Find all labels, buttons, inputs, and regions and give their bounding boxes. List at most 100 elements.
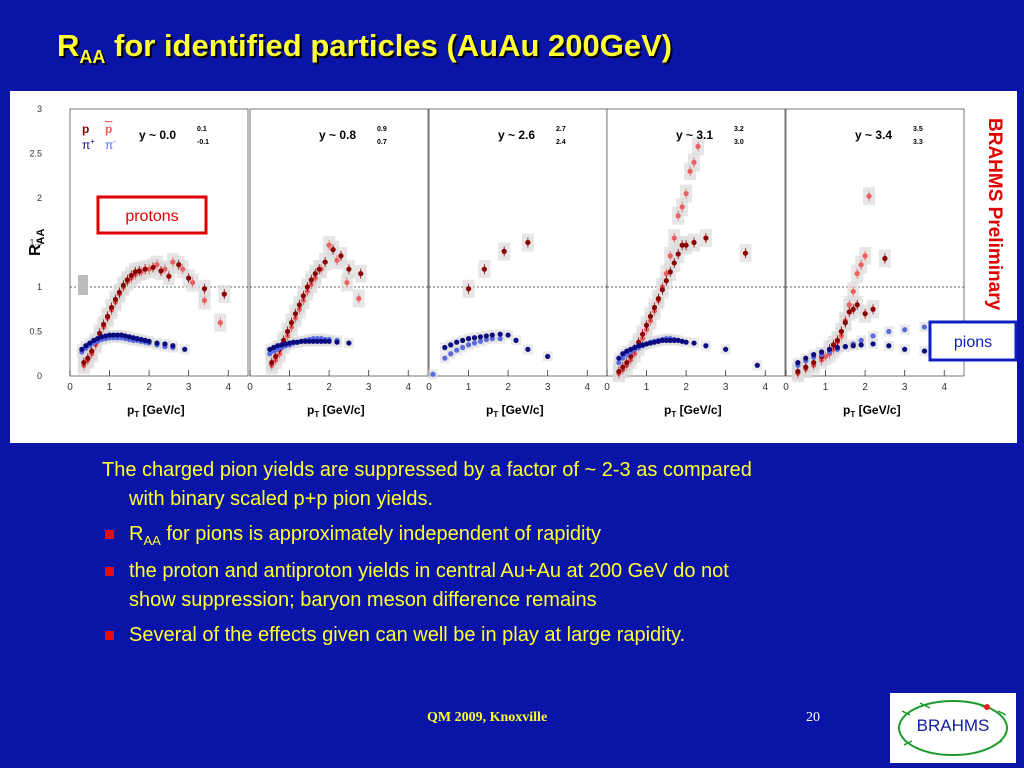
data-point-pip xyxy=(497,331,503,337)
slide-title: RAA for identified particles (AuAu 200Ge… xyxy=(57,28,673,67)
x-tick-label: 1 xyxy=(823,382,829,393)
data-point-pim xyxy=(620,355,626,361)
data-point-p xyxy=(834,337,841,343)
protons-label: protons xyxy=(125,208,178,225)
data-point-pip xyxy=(302,338,308,344)
data-point-pip xyxy=(465,336,472,342)
x-tick-label: 4 xyxy=(584,382,590,393)
data-point-pip xyxy=(118,332,125,338)
data-point-pip xyxy=(346,340,352,346)
logo-graphic xyxy=(898,700,1008,756)
data-point-pip xyxy=(651,339,658,345)
x-axis-label: pT [GeV/c] xyxy=(486,403,544,419)
data-point-pbar xyxy=(170,259,176,265)
data-point-p xyxy=(624,360,630,366)
data-point-p xyxy=(85,355,91,361)
data-point-pim xyxy=(448,351,454,357)
data-point-pim xyxy=(442,355,448,361)
data-point-p xyxy=(525,239,531,246)
data-point-pip xyxy=(803,355,809,361)
data-point-p xyxy=(643,322,650,328)
data-point-p xyxy=(854,302,860,308)
preliminary-label: BRAHMS Preliminary xyxy=(984,118,1005,311)
data-point-pip xyxy=(624,348,630,354)
x-tick-label: 2 xyxy=(146,382,152,393)
data-point-p xyxy=(273,353,279,360)
data-point-p xyxy=(683,242,689,248)
legend-pi-minus: π- xyxy=(105,137,116,152)
bullet-proton-suppression: the proton and antiproton yields in cent… xyxy=(102,557,952,615)
bullet-raa-rapidity: RAA for pions is approximately independe… xyxy=(102,520,952,551)
y-tick-label: 1 xyxy=(37,282,42,292)
data-point-pbar xyxy=(846,302,852,308)
data-point-pip xyxy=(334,339,340,345)
data-point-pbar xyxy=(356,295,362,302)
data-point-pip xyxy=(483,333,489,339)
y-tick-label: 2.5 xyxy=(29,149,42,159)
data-point-pip xyxy=(162,341,168,347)
data-point-pip xyxy=(326,338,332,344)
x-tick-label: 0 xyxy=(783,382,789,393)
x-tick-label: 3 xyxy=(366,382,372,393)
data-point-pim xyxy=(858,337,864,343)
data-point-p xyxy=(89,348,95,354)
data-point-pip xyxy=(477,334,484,340)
data-point-pip xyxy=(858,342,864,348)
legend-proton: p xyxy=(82,122,89,136)
data-point-pip xyxy=(636,343,642,349)
data-point-pip xyxy=(91,337,97,343)
data-point-pbar xyxy=(663,271,669,277)
data-point-p xyxy=(691,239,697,246)
data-point-p xyxy=(640,331,646,337)
x-tick-label: 1 xyxy=(466,382,472,393)
data-point-p xyxy=(850,306,856,312)
data-point-pip xyxy=(99,334,105,340)
data-point-p xyxy=(108,304,115,311)
data-point-p xyxy=(292,311,299,317)
data-point-pip xyxy=(679,338,685,344)
data-point-p xyxy=(501,248,507,254)
data-point-pbar xyxy=(146,266,152,272)
panel-frame xyxy=(428,108,608,377)
data-point-pip xyxy=(471,335,478,341)
data-point-pip xyxy=(834,344,841,351)
data-point-pbar xyxy=(862,253,868,259)
bullet-large-rapidity: Several of the effects given can well be… xyxy=(102,621,952,650)
data-point-pim xyxy=(477,338,484,344)
data-point-pim xyxy=(624,352,630,358)
data-point-p xyxy=(667,269,673,275)
data-point-p xyxy=(296,302,303,308)
data-point-p xyxy=(112,296,119,303)
data-point-pip xyxy=(647,340,654,346)
data-point-pip xyxy=(110,332,117,338)
x-tick-label: 2 xyxy=(683,382,689,393)
data-point-pip xyxy=(138,336,144,343)
rapidity-label: y ~ 0.0 xyxy=(139,128,176,142)
data-point-p xyxy=(308,277,314,283)
data-point-p xyxy=(481,266,487,272)
data-point-p xyxy=(104,313,111,319)
data-point-pip xyxy=(298,338,305,344)
data-point-p xyxy=(358,271,364,277)
data-point-pbar xyxy=(850,288,856,295)
bullet-text-continued: with binary scaled p+p pion yields. xyxy=(129,488,434,510)
panel-0: y ~ 0.0 0.1 -0.1 pT [GeV/c] xyxy=(69,108,249,419)
x-tick-label: 4 xyxy=(225,382,231,393)
data-point-pip xyxy=(811,352,817,358)
bullet-marker xyxy=(105,530,114,539)
data-point-pbar xyxy=(822,353,829,360)
data-point-pim xyxy=(267,351,273,357)
data-point-p xyxy=(142,266,148,272)
data-point-p xyxy=(671,260,677,266)
data-point-p xyxy=(269,360,275,366)
data-point-pip xyxy=(310,338,316,344)
rapidity-lower: -0.1 xyxy=(197,139,209,146)
bullet-pion-suppression: The charged pion yields are suppressed b… xyxy=(102,456,952,514)
data-point-pip xyxy=(322,338,328,344)
data-point-p xyxy=(201,286,208,292)
data-point-p xyxy=(616,368,622,375)
data-point-pbar xyxy=(858,262,864,268)
data-point-p xyxy=(862,311,868,317)
data-point-pim xyxy=(497,336,503,342)
data-point-pbar xyxy=(683,190,689,197)
